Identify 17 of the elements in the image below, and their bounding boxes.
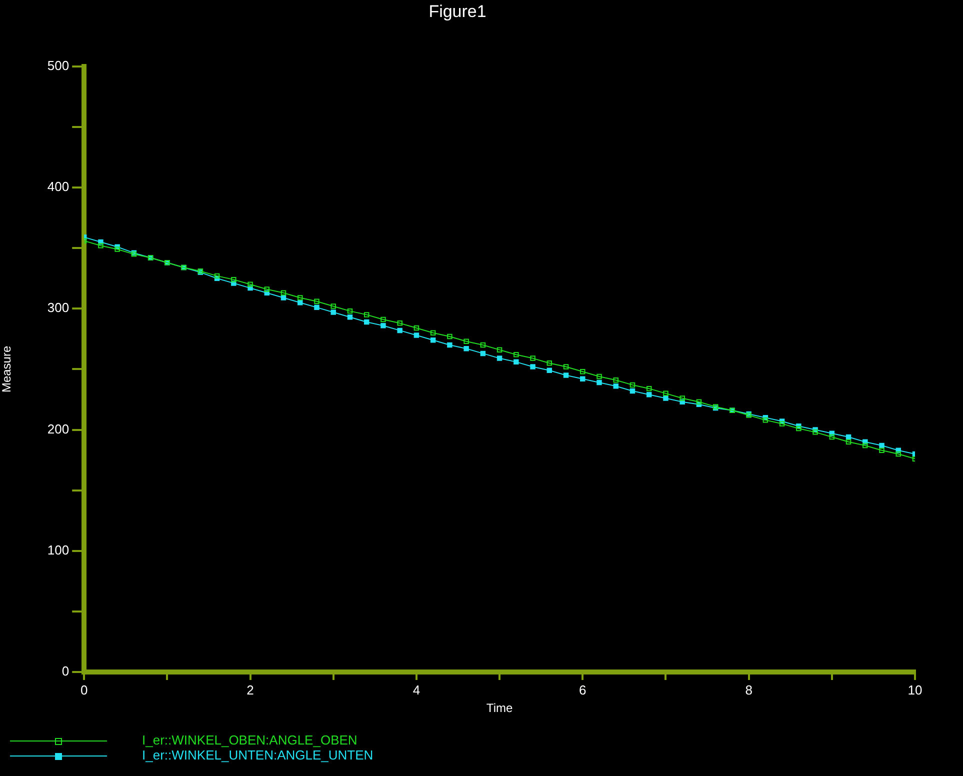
chart-title: Figure1 <box>428 2 486 21</box>
text: I_er::WINKEL_OBEN:ANGLE_OBEN <box>142 732 358 748</box>
x-tick-label: 10 <box>908 682 922 698</box>
y-tick-label: 500 <box>47 58 70 73</box>
text: I_er::WINKEL_UNTEN:ANGLE_UNTEN <box>142 748 374 763</box>
x-axis-title: Time <box>486 701 513 716</box>
x-tick-label: 6 <box>579 682 586 698</box>
x-tick-label: 8 <box>745 682 752 698</box>
y-tick-label: 100 <box>47 542 70 558</box>
x-tick-label: 0 <box>80 682 88 698</box>
x-tick-label: 2 <box>246 682 254 698</box>
y-tick-label: 400 <box>47 179 70 194</box>
y-tick-label: 0 <box>62 664 70 679</box>
y-tick-label: 200 <box>47 421 70 436</box>
y-axis-title: Measure <box>0 346 14 393</box>
y-tick-label: 300 <box>47 300 70 316</box>
x-tick-label: 4 <box>412 682 420 698</box>
